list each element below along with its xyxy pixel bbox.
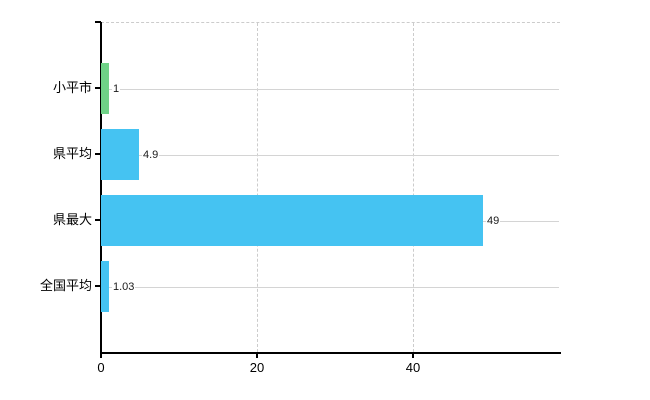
category-label: 小平市 [52, 80, 92, 95]
x-axis-tick [256, 352, 258, 358]
x-axis-tick-label: 0 [97, 360, 105, 375]
vertical-gridline [413, 23, 414, 352]
x-axis-tick-label: 20 [249, 360, 265, 375]
bar [101, 261, 109, 312]
x-axis-tick-label: 40 [405, 360, 421, 375]
bar [101, 129, 139, 180]
x-axis-line [100, 352, 561, 354]
value-label: 1.03 [112, 280, 136, 294]
value-label: 4.9 [142, 148, 160, 162]
value-label: 1 [112, 82, 121, 96]
category-tick [95, 219, 101, 221]
category-tick [95, 153, 101, 155]
x-axis-tick [100, 352, 102, 358]
category-label: 県最大 [52, 212, 92, 227]
bar [101, 63, 109, 114]
category-tick [95, 285, 101, 287]
y-axis-top-tick [95, 21, 101, 23]
row-gridline [101, 89, 559, 90]
row-gridline [101, 287, 559, 288]
y-axis-line [100, 22, 102, 358]
category-label: 全国平均 [39, 278, 92, 293]
value-label: 49 [486, 214, 501, 228]
bar [101, 195, 483, 246]
row-gridline [101, 155, 559, 156]
plot-area: 1 4.9 49 1.03 [101, 22, 560, 352]
category-label: 県平均 [52, 146, 92, 161]
category-tick [95, 87, 101, 89]
x-axis-tick [412, 352, 414, 358]
vertical-gridline [257, 23, 258, 352]
